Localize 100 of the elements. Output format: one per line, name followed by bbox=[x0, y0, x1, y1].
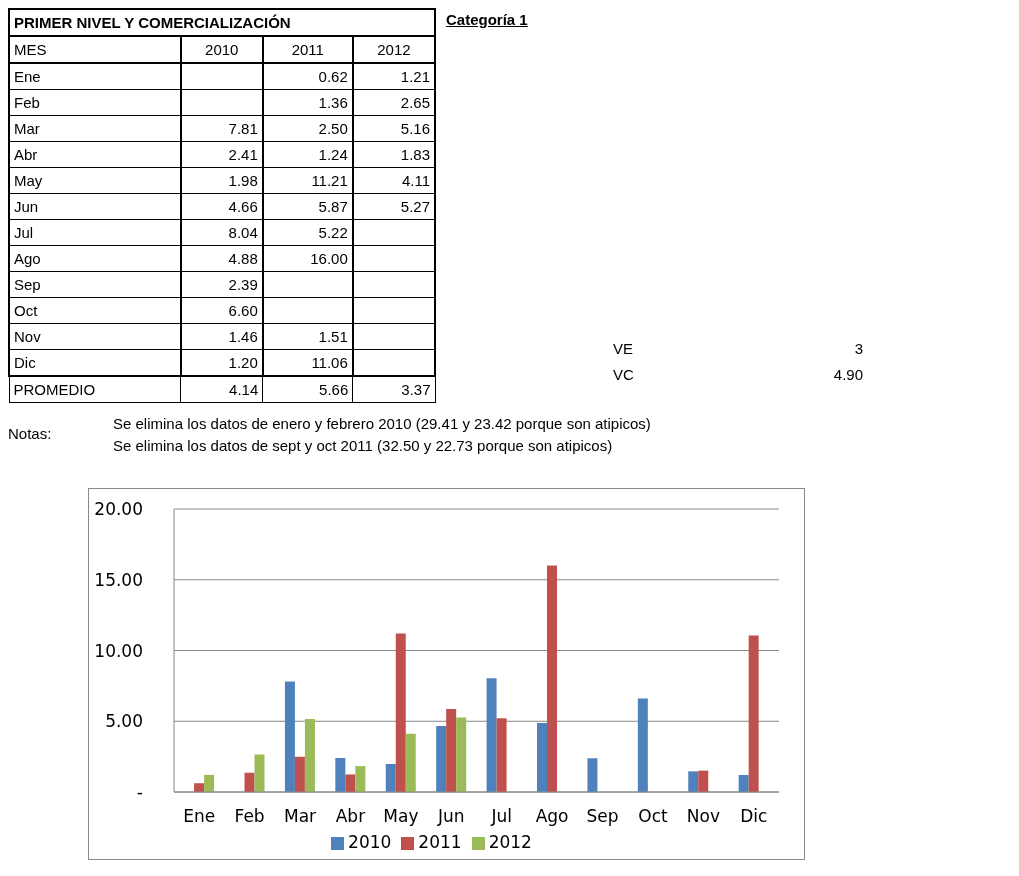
data-label: 5.87 bbox=[262, 193, 353, 220]
text: 4.90 bbox=[833, 365, 863, 385]
data-label: 5.27 bbox=[352, 193, 435, 220]
bar bbox=[355, 766, 366, 792]
category-label: Ene bbox=[9, 63, 181, 90]
text: Categoría 1 bbox=[446, 11, 528, 28]
text: 2011 bbox=[262, 36, 353, 63]
y-tick-label: 10.00 bbox=[94, 640, 143, 661]
bar bbox=[204, 774, 215, 792]
bar bbox=[345, 774, 356, 792]
bar bbox=[385, 763, 396, 792]
data-label: 1.51 bbox=[262, 323, 353, 350]
data-label: 1.46 bbox=[180, 323, 263, 350]
category-label: Jun bbox=[9, 193, 181, 220]
data-label: 2.65 bbox=[352, 89, 435, 116]
x-tick-label: Sep bbox=[586, 806, 619, 827]
text: MES bbox=[9, 36, 181, 63]
x-tick-label: Abr bbox=[335, 806, 366, 827]
x-tick-label: Feb bbox=[234, 806, 265, 827]
bar bbox=[254, 754, 265, 792]
data-label: 1.20 bbox=[180, 349, 263, 376]
text: Notas: bbox=[8, 424, 53, 444]
category-label: Feb bbox=[9, 89, 181, 116]
data-label: 4.11 bbox=[352, 167, 435, 194]
text: PRIMER NIVEL Y COMERCIALIZACIÓN bbox=[9, 9, 435, 36]
category-label: Dic bbox=[9, 349, 181, 376]
data-label: 2.50 bbox=[262, 115, 353, 142]
text: VE bbox=[613, 339, 634, 359]
text: 4.14 bbox=[180, 376, 263, 403]
bar bbox=[405, 733, 416, 792]
x-tick-label: Mar bbox=[284, 806, 317, 827]
x-tick-label: Ago bbox=[535, 806, 569, 827]
data-label: 1.98 bbox=[180, 167, 263, 194]
x-tick-label: Ene bbox=[183, 806, 216, 827]
x-tick-label: Oct bbox=[638, 806, 668, 827]
category-label: Mar bbox=[9, 115, 181, 142]
text: 2010 bbox=[180, 36, 263, 63]
bar bbox=[688, 771, 699, 792]
data-label: 8.04 bbox=[180, 219, 263, 246]
bar bbox=[537, 722, 547, 792]
bar bbox=[284, 681, 295, 792]
data-label: 6.60 bbox=[180, 297, 263, 324]
bar bbox=[395, 633, 406, 792]
bar bbox=[486, 678, 497, 792]
bar bbox=[446, 708, 457, 792]
text: Se elimina los datos de sept y oct 2011 (32.50 y 22.73 porque son atipicos) bbox=[113, 436, 614, 456]
y-tick-label: - bbox=[136, 782, 143, 803]
bar bbox=[738, 775, 749, 792]
legend-label: 2010 bbox=[348, 832, 392, 852]
text: VC bbox=[613, 365, 634, 385]
bar bbox=[304, 718, 315, 792]
category-label: Ago bbox=[9, 245, 181, 272]
y-tick-label: 20.00 bbox=[94, 499, 143, 520]
bar bbox=[637, 698, 648, 792]
data-label: 5.22 bbox=[262, 219, 353, 246]
text: Se elimina los datos de enero y febrero 2010 (29.41 y 23.42 porque son atipicos) bbox=[113, 414, 651, 434]
legend-label: 2012 bbox=[488, 832, 532, 852]
data-label: 5.16 bbox=[352, 115, 435, 142]
data-label: 11.21 bbox=[262, 167, 353, 194]
category-label: May bbox=[9, 167, 181, 194]
bar bbox=[496, 718, 507, 792]
bar bbox=[698, 770, 709, 792]
category-label: Nov bbox=[9, 323, 181, 350]
bar bbox=[436, 726, 447, 792]
x-tick-label: Dic bbox=[740, 806, 768, 827]
bar bbox=[748, 635, 759, 792]
bar bbox=[244, 772, 255, 792]
data-label: 1.24 bbox=[262, 141, 353, 168]
y-tick-label: 15.00 bbox=[94, 569, 143, 590]
category-label: Oct bbox=[9, 297, 181, 324]
bar bbox=[294, 756, 305, 792]
category-label: Sep bbox=[9, 271, 181, 298]
data-label: 2.39 bbox=[180, 271, 263, 298]
text: 3.37 bbox=[352, 376, 435, 403]
data-label: 1.36 bbox=[262, 89, 353, 116]
legend-label: 2011 bbox=[418, 832, 462, 852]
data-label: 2.41 bbox=[180, 141, 263, 168]
text: 5.66 bbox=[262, 376, 353, 403]
bar bbox=[547, 565, 557, 792]
x-tick-label: Jul bbox=[490, 806, 512, 827]
data-label: 4.88 bbox=[180, 245, 263, 272]
data-label: 4.66 bbox=[180, 193, 263, 220]
data-label: 7.81 bbox=[180, 115, 263, 142]
category-label: Abr bbox=[9, 141, 181, 168]
y-tick-label: 5.00 bbox=[105, 711, 143, 732]
bar bbox=[587, 758, 598, 792]
x-tick-label: Nov bbox=[686, 806, 720, 827]
data-label: 0.62 bbox=[262, 63, 353, 90]
x-tick-label: Jun bbox=[437, 806, 465, 827]
text: PROMEDIO bbox=[9, 376, 181, 403]
text: 3 bbox=[854, 339, 863, 359]
x-tick-label: May bbox=[383, 806, 419, 827]
text: 2012 bbox=[352, 36, 435, 63]
data-label: 16.00 bbox=[262, 245, 353, 272]
data-label: 1.83 bbox=[352, 141, 435, 168]
bar bbox=[335, 757, 346, 792]
bar bbox=[194, 783, 205, 792]
category-label: Jul bbox=[9, 219, 181, 246]
bar bbox=[456, 717, 467, 792]
data-label: 1.21 bbox=[352, 63, 435, 90]
